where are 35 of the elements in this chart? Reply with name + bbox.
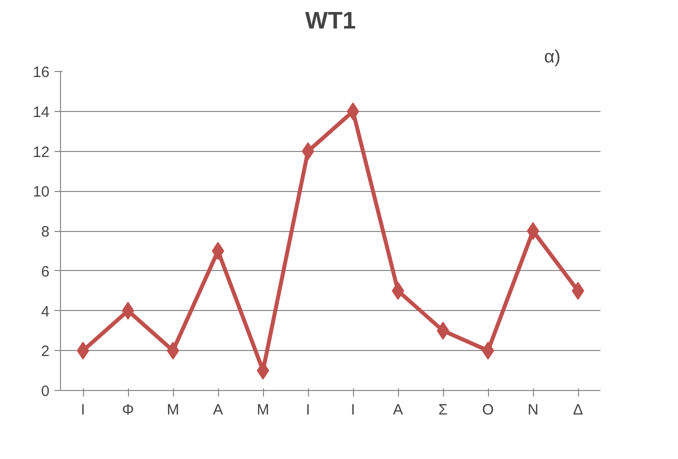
x-tick-label: Ι xyxy=(350,402,356,418)
y-tick-label: 6 xyxy=(41,263,50,280)
point xyxy=(572,282,584,300)
point xyxy=(346,102,360,120)
point xyxy=(392,282,404,300)
point xyxy=(122,302,134,320)
y-tick-label: 10 xyxy=(32,184,50,201)
x-tick-label: Ι xyxy=(306,402,310,418)
chart-title: WT1 xyxy=(305,8,356,34)
x-tick-label: Μ xyxy=(256,402,270,418)
x-tick-label: Α xyxy=(393,402,404,418)
x-tick-label: Σ xyxy=(438,402,448,418)
y-tick-label: 8 xyxy=(41,224,50,240)
point xyxy=(302,142,314,160)
x-tick-label: Μ xyxy=(166,402,180,418)
y-tick-label: 2 xyxy=(41,343,50,360)
x-tick-label: Δ xyxy=(572,402,584,418)
x-tick-label: Ι xyxy=(80,402,86,418)
x-tick-label: Α xyxy=(213,402,224,418)
y-tick-label: 12 xyxy=(32,144,50,161)
y-tick-label: 16 xyxy=(32,64,50,81)
point xyxy=(526,222,540,240)
x-tick-label: Φ xyxy=(122,402,134,418)
text: α) xyxy=(544,46,561,66)
point xyxy=(212,242,224,260)
y-tick-label: 0 xyxy=(41,383,50,400)
point xyxy=(256,362,270,380)
x-tick-label: Ο xyxy=(482,402,494,418)
point xyxy=(482,342,494,360)
y-tick-label: 4 xyxy=(41,303,50,320)
point xyxy=(166,342,180,360)
point xyxy=(436,322,450,340)
point xyxy=(76,342,90,360)
x-tick-label: Ν xyxy=(528,402,538,418)
y-tick-label: 14 xyxy=(32,104,50,121)
